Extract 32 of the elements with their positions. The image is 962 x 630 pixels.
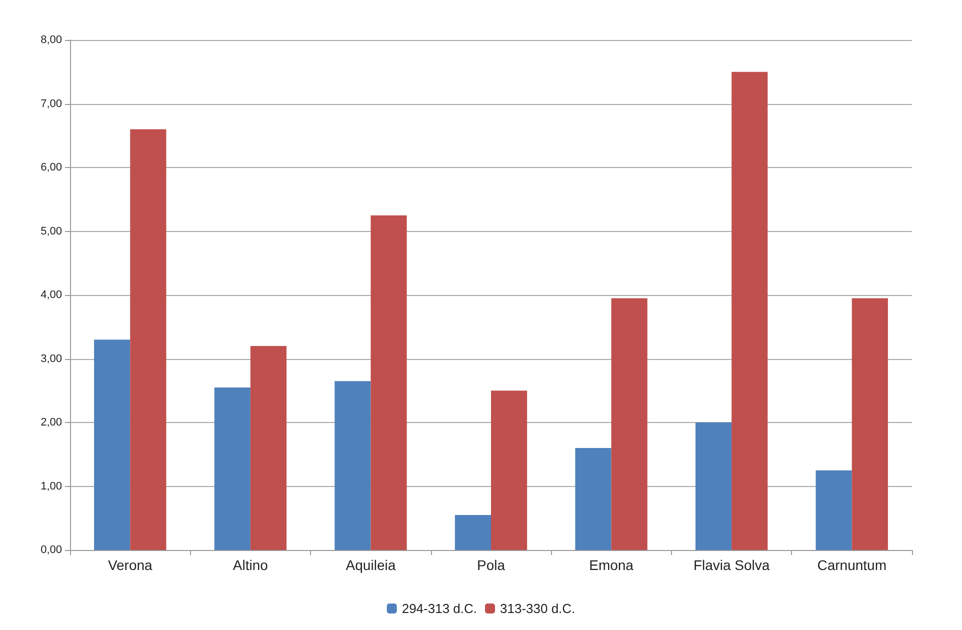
y-tick-label: 2,00: [40, 416, 62, 428]
bar: [370, 215, 407, 550]
x-tick-label: Flavia Solva: [693, 557, 770, 573]
y-tick-label: 0,00: [40, 544, 62, 556]
y-tick-label: 5,00: [40, 225, 62, 238]
legend-label: 294-313 d.C.: [402, 601, 478, 616]
y-tick-label: 6,00: [40, 162, 62, 174]
y-tick-label: 1,00: [40, 480, 62, 492]
x-tick-label: Pola: [476, 557, 506, 573]
bar: [491, 390, 528, 550]
bar: [94, 340, 130, 550]
bar: [214, 387, 250, 550]
x-tick-label: Verona: [108, 557, 153, 573]
bar: [611, 298, 648, 550]
y-tick-label: 8,00: [40, 34, 62, 46]
bar: [852, 298, 888, 550]
bar: [334, 381, 371, 550]
bar: [250, 346, 287, 550]
x-tick-label: Carnuntum: [817, 557, 886, 573]
bar: [575, 448, 612, 550]
x-tick-label: Altino: [232, 557, 268, 573]
legend-label: 313-330 d.C.: [500, 601, 576, 616]
y-tick-label: 3,00: [40, 352, 62, 365]
x-tick-label: Emona: [589, 557, 634, 573]
bar: [130, 129, 166, 550]
bar: [732, 72, 768, 550]
bar: [454, 514, 491, 550]
bar: [695, 422, 732, 550]
x-tick-label: Aquileia: [346, 557, 396, 573]
y-tick-label: 4,00: [40, 289, 62, 301]
bar: [816, 470, 852, 550]
y-tick-label: 7,00: [40, 98, 62, 110]
